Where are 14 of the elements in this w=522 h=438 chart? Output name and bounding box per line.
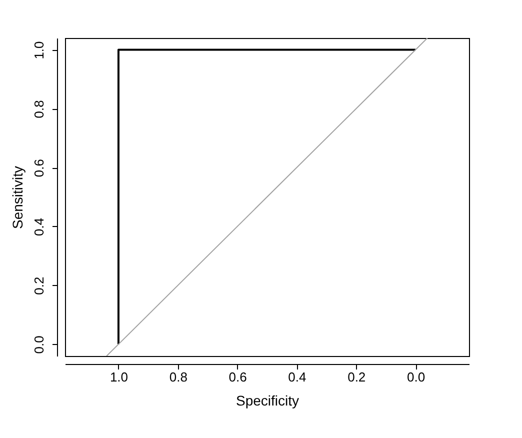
y-tick-label: 1.0: [32, 41, 46, 60]
x-tick-label: 0.8: [169, 370, 188, 384]
x-tick-label: 0.0: [406, 370, 426, 384]
y-tick-label: 0.6: [32, 159, 46, 178]
x-tick-label: 0.6: [228, 370, 247, 384]
x-tick-label: 0.2: [348, 370, 366, 384]
y-tick-label: 0.4: [32, 218, 46, 236]
y-tick-label: 0.0: [32, 336, 46, 354]
y-tick-label: 0.8: [32, 100, 46, 118]
y-axis-title: Sensitivity: [10, 166, 26, 230]
x-axis-title: Specificity: [236, 392, 300, 408]
x-tick-label: 0.4: [288, 370, 306, 384]
x-tick-label: 1.0: [110, 370, 128, 384]
y-tick-label: 0.2: [32, 276, 46, 295]
